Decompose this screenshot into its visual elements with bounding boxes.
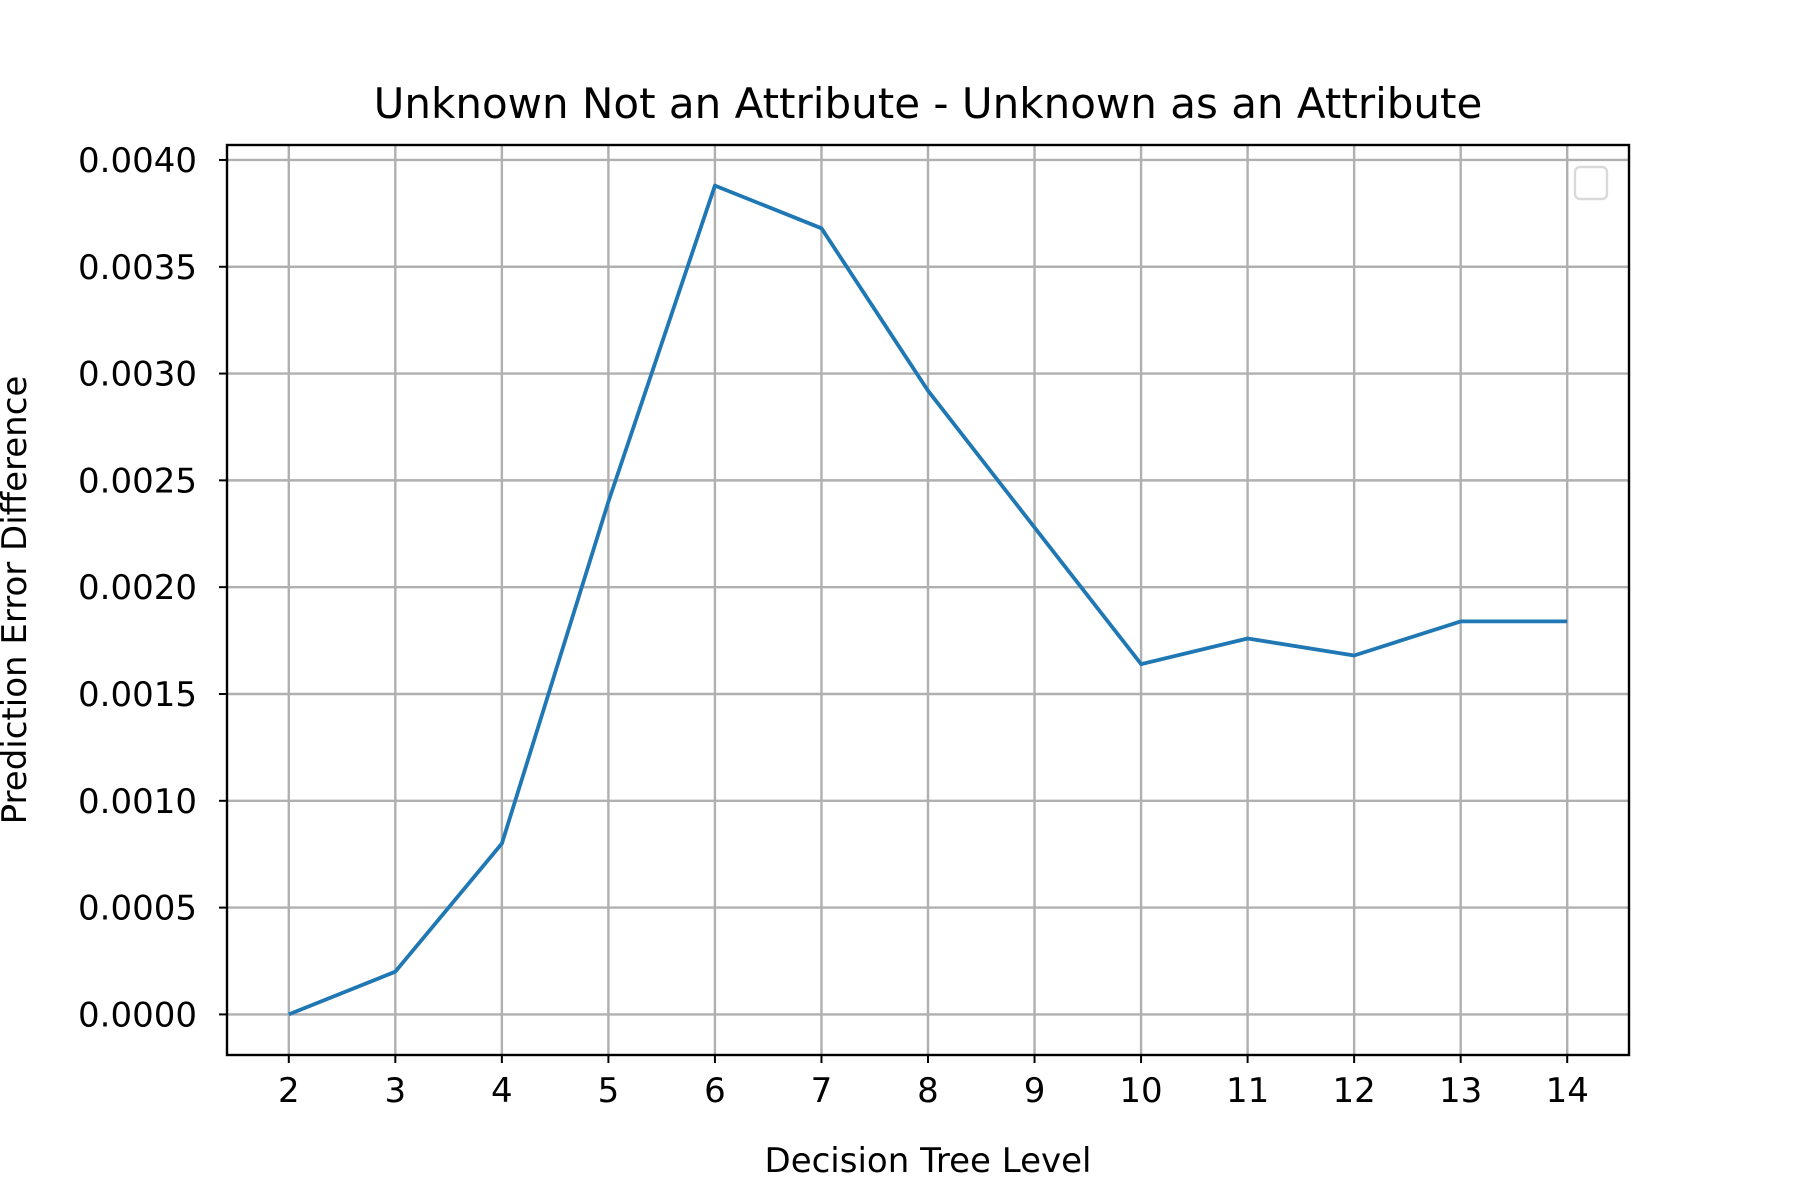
chart-title: Unknown Not an Attribute - Unknown as an… [374,79,1483,128]
y-tick-label: 0.0010 [78,782,197,822]
y-tick-label: 0.0000 [78,995,197,1035]
x-tick-label: 10 [1119,1071,1162,1111]
x-tick-label: 3 [385,1071,407,1111]
x-tick-label: 7 [811,1071,833,1111]
series-layer [288,183,1568,1017]
legend-box [1573,165,1609,201]
x-tick-label: 2 [278,1071,300,1111]
y-tick-label: 0.0015 [78,675,197,715]
x-tick-label: 6 [704,1071,726,1111]
x-tick-label: 14 [1546,1071,1589,1111]
y-axis: 0.0000 0.0005 0.0010 0.0015 0.0020 0.0025 0.00… [78,141,227,1035]
y-tick-label: 0.0005 [78,889,197,929]
x-tick-label: 11 [1226,1071,1269,1111]
y-tick-label: 0.0020 [78,568,197,608]
x-tick-label: 13 [1439,1071,1482,1111]
y-tick-label: 0.0030 [78,355,197,395]
x-tick-label: 9 [1024,1071,1046,1111]
y-tick-label: 0.0040 [78,141,197,181]
y-tick-label: 0.0035 [78,248,197,288]
grid [227,145,1629,1055]
x-axis-label: Decision Tree Level [765,1141,1092,1181]
x-tick-label: 12 [1333,1071,1376,1111]
y-tick-label: 0.0025 [78,461,197,501]
y-axis-label: Prediction Error Difference [0,376,35,825]
x-tick-label: 5 [598,1071,620,1111]
series-line-0 [288,183,1568,1017]
x-axis: 2 3 4 5 6 7 8 9 10 11 12 13 14 [278,1055,1589,1111]
x-tick-label: 8 [917,1071,939,1111]
x-tick-label: 4 [491,1071,513,1111]
